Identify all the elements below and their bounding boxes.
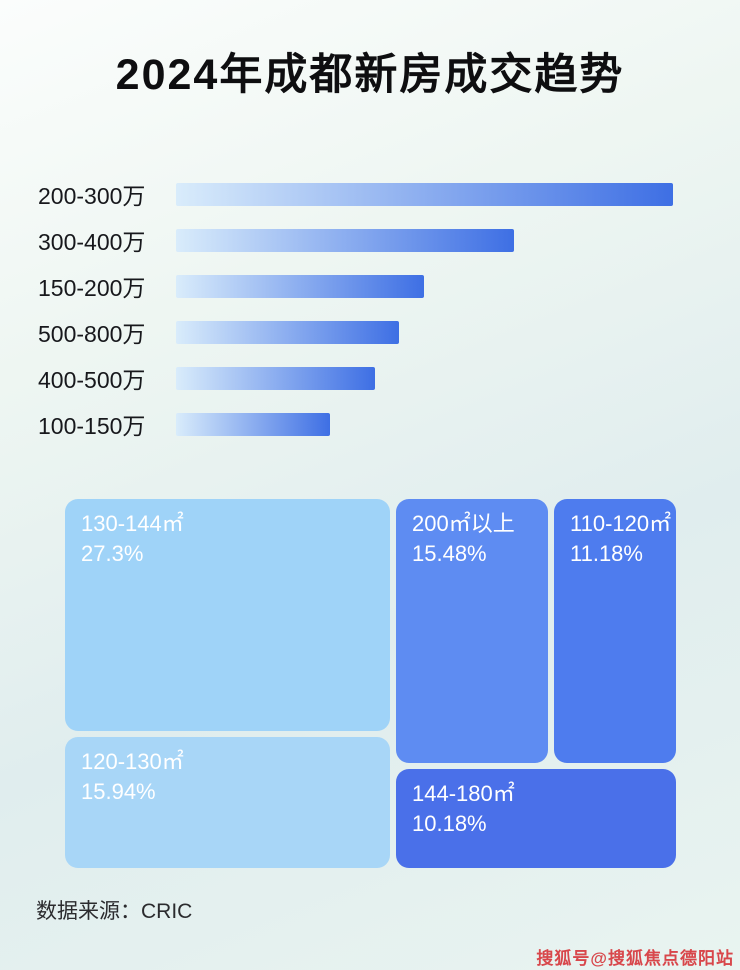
treemap-block-value: 11.18% [570,540,643,566]
bar-row: 150-200万 [38,274,688,301]
treemap-block-200plus: 200㎡以上 15.48% [396,499,548,763]
bar-fill [176,274,425,298]
bar-track [176,228,688,252]
bar-category-label: 500-800万 [38,321,146,347]
treemap-block-value: 15.48% [412,540,487,566]
bar-category-label: 100-150万 [38,413,146,439]
treemap-block-110-120: 110-120㎡ 11.18% [554,499,676,763]
data-source-note: 数据来源：CRIC [36,900,193,923]
bar-row: 400-500万 [38,366,688,393]
bar-track [176,182,688,206]
bar-row: 500-800万 [38,320,688,347]
treemap-block-label: 120-130㎡ [81,749,184,774]
bar-fill [176,228,514,252]
treemap-block-label: 200㎡以上 [412,511,515,536]
bar-fill [176,366,375,390]
bar-row: 300-400万 [38,228,688,255]
bar-category-label: 150-200万 [38,275,146,301]
bar-track [176,320,688,344]
bar-track [176,366,688,390]
bar-category-label: 400-500万 [38,367,146,393]
treemap-block-label: 110-120㎡ [570,511,672,536]
bar-row: 100-150万 [38,412,688,439]
bar-fill [176,320,400,344]
treemap-block-value: 10.18% [412,810,487,836]
treemap-block-120-130: 120-130㎡ 15.94% [65,737,390,868]
treemap-block-value: 15.94% [81,778,156,804]
treemap-block-144-180: 144-180㎡ 10.18% [396,769,676,868]
bar-row: 200-300万 [38,182,688,209]
bar-fill [176,182,673,206]
bar-category-label: 300-400万 [38,229,146,255]
bar-fill [176,412,330,436]
watermark: 搜狐号@搜狐焦点德阳站 [536,949,734,968]
bar-chart: 200-300万 300-400万 150-200万 500-800万 400-500万… [38,182,688,458]
bar-track [176,274,688,298]
bar-category-label: 200-300万 [38,183,146,209]
page-title: 2024年成都新房成交趋势 [115,51,625,99]
treemap-block-130-144: 130-144㎡ 27.3% [65,499,390,731]
bar-track [176,412,688,436]
treemap-block-value: 27.3% [81,540,144,566]
treemap-block-label: 144-180㎡ [412,781,515,806]
treemap-block-label: 130-144㎡ [81,511,184,536]
